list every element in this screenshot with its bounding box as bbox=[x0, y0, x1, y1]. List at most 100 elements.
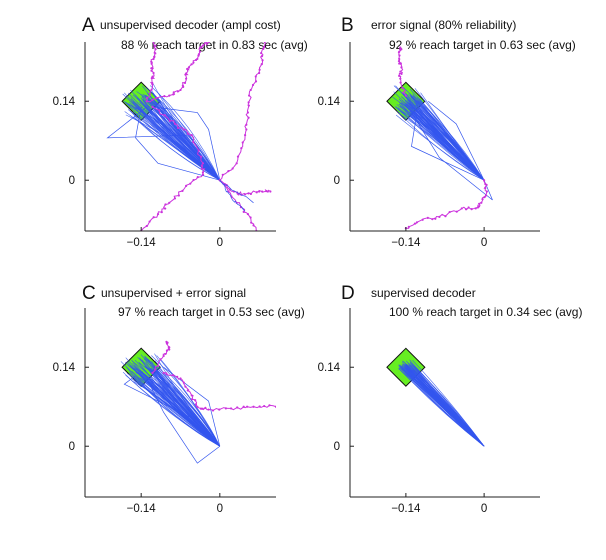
trajectory-marker bbox=[201, 407, 204, 410]
trajectory-marker bbox=[201, 162, 205, 165]
trajectory-marker bbox=[159, 358, 162, 361]
trajectory-marker bbox=[399, 46, 402, 49]
trajectory-marker bbox=[474, 207, 477, 210]
trajectory-marker bbox=[154, 368, 157, 371]
reach-trajectory bbox=[419, 98, 485, 181]
panel-title: unsupervised decoder (ampl cost) bbox=[100, 18, 281, 32]
trajectory-marker bbox=[151, 105, 154, 108]
trajectory-marker bbox=[153, 55, 156, 58]
trajectory-marker bbox=[483, 179, 486, 182]
trajectory-marker bbox=[484, 194, 487, 197]
trajectory-marker bbox=[448, 210, 451, 214]
trajectory-marker bbox=[192, 61, 195, 64]
trajectory-marker bbox=[400, 48, 403, 51]
trajectory-marker bbox=[397, 60, 401, 63]
trajectory-marker bbox=[258, 190, 261, 193]
trajectory-marker bbox=[156, 212, 160, 216]
panel-title: supervised decoder bbox=[371, 286, 476, 300]
trajectory-marker bbox=[274, 405, 276, 408]
reach-trajectory bbox=[133, 378, 220, 447]
trajectory-marker bbox=[154, 52, 157, 55]
trajectory-marker bbox=[194, 403, 198, 406]
reach-trajectory bbox=[129, 110, 220, 181]
trajectory-marker bbox=[398, 74, 401, 77]
trajectory-marker bbox=[148, 92, 151, 95]
trajectory-marker bbox=[268, 404, 271, 407]
panel-letter: D bbox=[341, 283, 355, 304]
reach-loop bbox=[106, 106, 221, 181]
reach-trajectory bbox=[409, 361, 485, 447]
trajectory-marker bbox=[247, 116, 250, 119]
trajectory-marker bbox=[400, 66, 403, 69]
plot-area bbox=[386, 347, 485, 447]
trajectory-marker bbox=[158, 109, 161, 112]
trajectory-marker bbox=[185, 184, 188, 187]
trajectory-marker bbox=[190, 398, 194, 401]
stray-trajectory bbox=[219, 180, 254, 204]
trajectory-marker bbox=[151, 98, 154, 101]
trajectory-marker bbox=[162, 354, 165, 358]
trajectory-marker bbox=[464, 208, 468, 211]
trajectory-marker bbox=[263, 42, 266, 44]
trajectory-marker bbox=[246, 111, 250, 114]
trajectory-marker bbox=[258, 405, 261, 408]
trajectory-marker bbox=[202, 44, 205, 47]
plot-area bbox=[386, 46, 493, 230]
trajectory-marker bbox=[398, 57, 401, 61]
panel-letter: C bbox=[82, 283, 96, 304]
trajectory-marker bbox=[152, 42, 155, 44]
reach-trajectory bbox=[145, 94, 221, 181]
trajectory-marker bbox=[164, 352, 167, 356]
y-tick-label: 0.14 bbox=[318, 362, 341, 374]
trajectory-marker bbox=[164, 203, 167, 206]
trajectory-marker bbox=[483, 196, 486, 199]
trajectory-marker bbox=[151, 75, 154, 78]
trajectory-marker bbox=[478, 202, 481, 205]
stray-trajectory bbox=[219, 180, 246, 212]
trajectory-marker bbox=[247, 94, 251, 97]
trajectory-marker bbox=[185, 72, 188, 75]
reach-trajectory bbox=[142, 93, 221, 181]
panel-subtitle: 92 % reach target in 0.63 sec (avg) bbox=[389, 38, 576, 52]
trajectory-marker bbox=[240, 147, 243, 150]
series-0 bbox=[398, 359, 485, 447]
trajectory-marker bbox=[252, 224, 255, 227]
y-tick-label: 0 bbox=[334, 175, 340, 187]
trajectory-marker bbox=[246, 405, 249, 408]
trajectory-marker bbox=[485, 183, 488, 187]
trajectory-marker bbox=[400, 72, 403, 75]
trajectory-marker bbox=[154, 44, 157, 47]
trajectory-marker bbox=[165, 340, 168, 343]
trajectory-marker bbox=[399, 81, 402, 84]
trajectory-marker bbox=[207, 42, 210, 44]
trajectory-marker bbox=[155, 96, 158, 100]
trajectory-marker bbox=[186, 132, 190, 135]
reach-loop bbox=[146, 378, 221, 464]
trajectory-marker bbox=[168, 201, 171, 204]
trajectory-marker bbox=[261, 59, 264, 62]
trajectory-marker bbox=[228, 188, 231, 191]
series-1 bbox=[140, 42, 272, 231]
trajectory-marker bbox=[413, 222, 417, 225]
trajectory-marker bbox=[224, 407, 227, 410]
trajectory-marker bbox=[173, 197, 177, 200]
trajectory-marker bbox=[173, 122, 176, 125]
reach-loop bbox=[135, 106, 220, 181]
trajectory-marker bbox=[172, 91, 175, 94]
panel-title: unsupervised + error signal bbox=[101, 286, 246, 300]
reach-trajectory bbox=[132, 94, 221, 181]
trajectory-marker bbox=[172, 93, 175, 96]
series-0 bbox=[106, 81, 221, 181]
panel-subtitle: 100 % reach target in 0.34 sec (avg) bbox=[389, 305, 582, 319]
trajectory-marker bbox=[227, 170, 230, 173]
trajectory-marker bbox=[407, 225, 410, 228]
trajectory-marker bbox=[399, 70, 402, 73]
trajectory-marker bbox=[221, 173, 224, 176]
plot-area bbox=[106, 42, 272, 231]
reach-trajectory bbox=[396, 110, 485, 181]
trajectory-marker bbox=[218, 408, 221, 411]
trajectory-marker bbox=[398, 62, 401, 65]
